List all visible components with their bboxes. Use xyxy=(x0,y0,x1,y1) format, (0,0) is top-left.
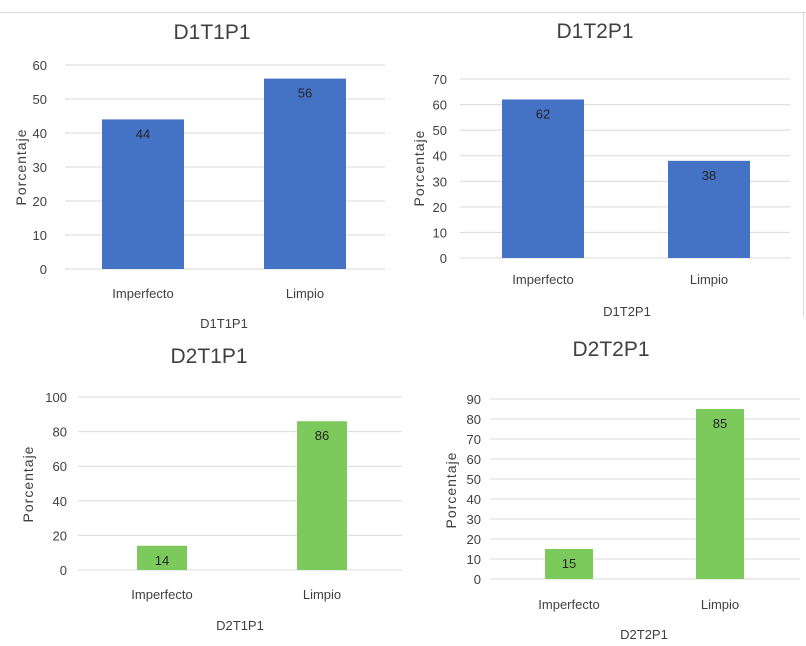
data-label: 86 xyxy=(315,428,329,443)
data-label: 62 xyxy=(536,106,550,121)
x-category-label: Imperfecto xyxy=(131,587,192,602)
y-tick-label: 100 xyxy=(45,390,67,405)
chart-title: D2T1P1 xyxy=(170,345,247,368)
data-label: 85 xyxy=(713,416,727,431)
bar-imperfecto xyxy=(102,119,184,270)
data-label: 38 xyxy=(702,168,716,183)
x-axis-label: D2T1P1 xyxy=(216,618,264,633)
y-tick-label: 0 xyxy=(474,572,481,587)
y-tick-label: 50 xyxy=(433,123,447,138)
x-axis-label: D1T1P1 xyxy=(200,316,248,331)
y-axis-label: Porcentaje xyxy=(13,129,29,206)
bar-imperfecto xyxy=(502,99,584,258)
bar-imperfecto xyxy=(545,549,593,579)
x-category-label: Limpio xyxy=(303,587,341,602)
data-label: 14 xyxy=(155,553,169,568)
data-label: 15 xyxy=(562,556,576,571)
chart-title: D1T1P1 xyxy=(173,21,250,44)
bar-limpio xyxy=(297,421,347,570)
y-tick-label: 20 xyxy=(467,532,481,547)
y-tick-label: 30 xyxy=(433,174,447,189)
y-tick-label: 40 xyxy=(433,149,447,164)
y-tick-label: 40 xyxy=(33,126,47,141)
right-border-line xyxy=(803,12,804,317)
y-tick-label: 90 xyxy=(467,392,481,407)
y-tick-label: 0 xyxy=(60,563,67,578)
y-tick-label: 10 xyxy=(433,225,447,240)
y-tick-label: 60 xyxy=(467,452,481,467)
y-tick-label: 60 xyxy=(433,98,447,113)
x-category-label: Limpio xyxy=(286,286,324,301)
y-axis-label: Porcentaje xyxy=(20,446,36,523)
y-tick-label: 40 xyxy=(467,492,481,507)
y-tick-label: 20 xyxy=(53,528,67,543)
y-tick-label: 10 xyxy=(467,552,481,567)
x-axis-label: D1T2P1 xyxy=(603,304,651,319)
y-tick-label: 80 xyxy=(53,425,67,440)
y-tick-label: 20 xyxy=(33,194,47,209)
data-label: 56 xyxy=(298,86,312,101)
y-tick-label: 30 xyxy=(467,512,481,527)
y-tick-label: 50 xyxy=(467,472,481,487)
bar-limpio xyxy=(696,409,744,579)
y-tick-label: 20 xyxy=(433,200,447,215)
x-category-label: Imperfecto xyxy=(538,597,599,612)
y-tick-label: 0 xyxy=(40,262,47,277)
y-axis-label: Porcentaje xyxy=(443,452,459,529)
y-tick-label: 60 xyxy=(33,58,47,73)
bar-limpio xyxy=(668,160,750,258)
y-tick-label: 40 xyxy=(53,494,67,509)
x-category-label: Limpio xyxy=(701,597,739,612)
x-axis-label: D2T2P1 xyxy=(620,627,668,642)
bar-imperfecto xyxy=(137,545,187,570)
data-label: 44 xyxy=(136,126,150,141)
bar-limpio xyxy=(264,78,346,269)
top-border-line xyxy=(0,12,806,13)
y-tick-label: 70 xyxy=(467,432,481,447)
y-tick-label: 70 xyxy=(433,72,447,87)
x-category-label: Imperfecto xyxy=(512,272,573,287)
x-category-label: Imperfecto xyxy=(112,286,173,301)
y-axis-label: Porcentaje xyxy=(411,130,427,207)
y-tick-label: 10 xyxy=(33,228,47,243)
chart-title: D2T2P1 xyxy=(572,338,649,361)
y-tick-label: 30 xyxy=(33,160,47,175)
x-category-label: Limpio xyxy=(690,272,728,287)
chart-title: D1T2P1 xyxy=(556,20,633,43)
y-tick-label: 50 xyxy=(33,92,47,107)
y-tick-label: 0 xyxy=(440,251,447,266)
y-tick-label: 80 xyxy=(467,412,481,427)
y-tick-label: 60 xyxy=(53,459,67,474)
